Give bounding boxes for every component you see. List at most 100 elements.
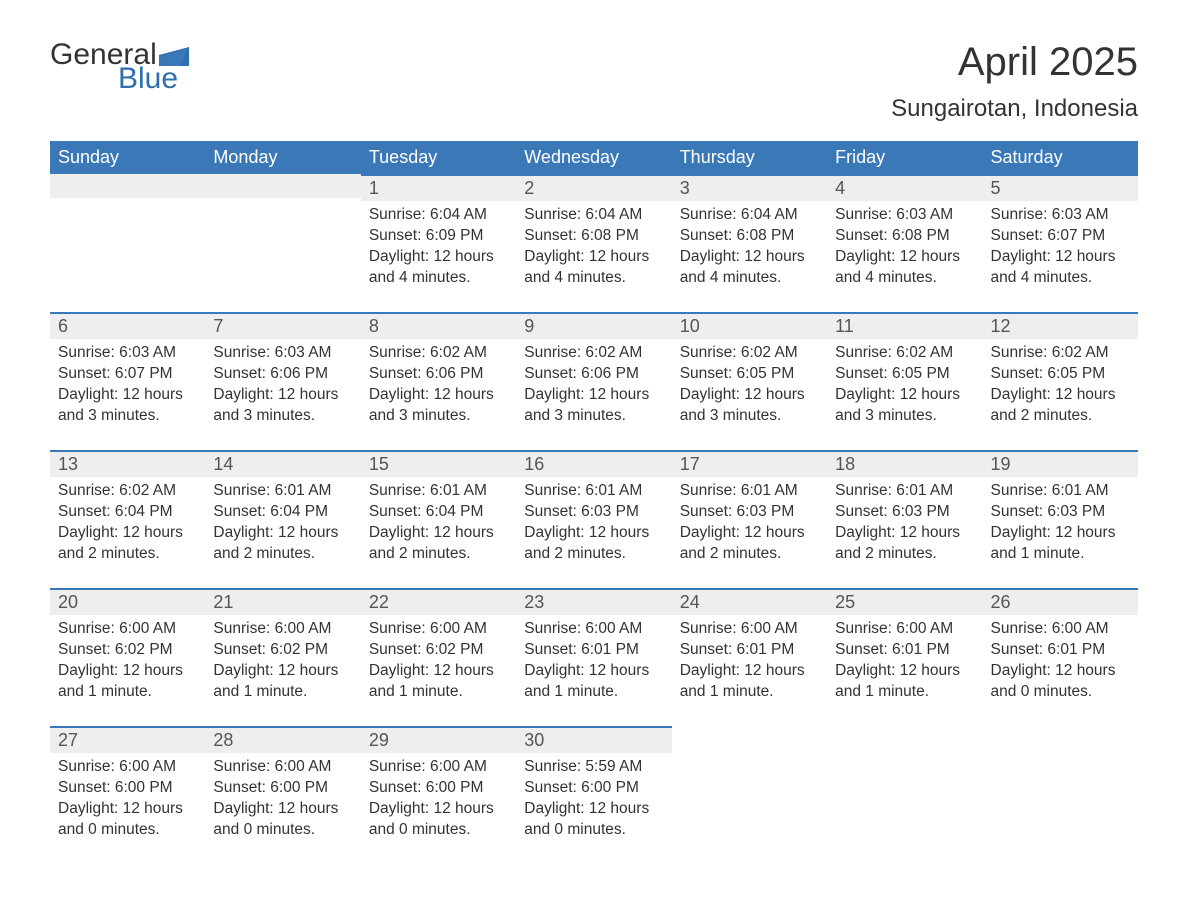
sunrise-line: Sunrise: 6:00 AM <box>213 757 352 778</box>
sunrise-line: Sunrise: 6:02 AM <box>58 481 197 502</box>
daylight-line1: Daylight: 12 hours <box>991 661 1130 682</box>
daylight-line2: and 1 minute. <box>213 682 352 703</box>
sunrise-line: Sunrise: 6:00 AM <box>991 619 1130 640</box>
day-content: Sunrise: 6:00 AMSunset: 6:00 PMDaylight:… <box>50 753 205 845</box>
daylight-line1: Daylight: 12 hours <box>991 523 1130 544</box>
sunrise-line: Sunrise: 6:01 AM <box>213 481 352 502</box>
calendar-cell: 21Sunrise: 6:00 AMSunset: 6:02 PMDayligh… <box>205 588 360 726</box>
calendar-cell: 24Sunrise: 6:00 AMSunset: 6:01 PMDayligh… <box>672 588 827 726</box>
day-content: Sunrise: 6:00 AMSunset: 6:01 PMDaylight:… <box>516 615 671 707</box>
day-number: 29 <box>361 726 516 753</box>
weekday-header: Sunday <box>50 141 205 174</box>
sunrise-line: Sunrise: 6:02 AM <box>524 343 663 364</box>
day-number: 15 <box>361 450 516 477</box>
sunset-line: Sunset: 6:03 PM <box>835 502 974 523</box>
sunset-line: Sunset: 6:04 PM <box>369 502 508 523</box>
daylight-line2: and 2 minutes. <box>680 544 819 565</box>
day-content: Sunrise: 6:02 AMSunset: 6:06 PMDaylight:… <box>361 339 516 431</box>
calendar-cell: 17Sunrise: 6:01 AMSunset: 6:03 PMDayligh… <box>672 450 827 588</box>
day-content: Sunrise: 6:02 AMSunset: 6:05 PMDaylight:… <box>983 339 1138 431</box>
brand-logo: General Blue <box>50 40 189 94</box>
sunset-line: Sunset: 6:04 PM <box>213 502 352 523</box>
sunrise-line: Sunrise: 6:00 AM <box>835 619 974 640</box>
day-number: 23 <box>516 588 671 615</box>
day-content: Sunrise: 6:01 AMSunset: 6:03 PMDaylight:… <box>983 477 1138 569</box>
sunset-line: Sunset: 6:02 PM <box>58 640 197 661</box>
calendar-cell <box>205 174 360 312</box>
sunrise-line: Sunrise: 6:00 AM <box>680 619 819 640</box>
daylight-line1: Daylight: 12 hours <box>58 799 197 820</box>
sunset-line: Sunset: 6:04 PM <box>58 502 197 523</box>
daylight-line1: Daylight: 12 hours <box>680 247 819 268</box>
day-content: Sunrise: 6:03 AMSunset: 6:08 PMDaylight:… <box>827 201 982 293</box>
daylight-line2: and 2 minutes. <box>213 544 352 565</box>
calendar-cell: 22Sunrise: 6:00 AMSunset: 6:02 PMDayligh… <box>361 588 516 726</box>
sunset-line: Sunset: 6:03 PM <box>680 502 819 523</box>
sunset-line: Sunset: 6:00 PM <box>524 778 663 799</box>
sunset-line: Sunset: 6:05 PM <box>991 364 1130 385</box>
calendar-cell: 26Sunrise: 6:00 AMSunset: 6:01 PMDayligh… <box>983 588 1138 726</box>
daylight-line1: Daylight: 12 hours <box>680 523 819 544</box>
calendar-cell: 25Sunrise: 6:00 AMSunset: 6:01 PMDayligh… <box>827 588 982 726</box>
daylight-line1: Daylight: 12 hours <box>524 385 663 406</box>
calendar-cell: 19Sunrise: 6:01 AMSunset: 6:03 PMDayligh… <box>983 450 1138 588</box>
day-content: Sunrise: 6:00 AMSunset: 6:02 PMDaylight:… <box>205 615 360 707</box>
empty-day-header <box>50 174 205 198</box>
sunset-line: Sunset: 6:02 PM <box>369 640 508 661</box>
daylight-line1: Daylight: 12 hours <box>213 385 352 406</box>
daylight-line2: and 0 minutes. <box>58 820 197 841</box>
day-number: 5 <box>983 174 1138 201</box>
daylight-line2: and 0 minutes. <box>524 820 663 841</box>
daylight-line2: and 0 minutes. <box>991 682 1130 703</box>
calendar-cell: 23Sunrise: 6:00 AMSunset: 6:01 PMDayligh… <box>516 588 671 726</box>
calendar-cell: 9Sunrise: 6:02 AMSunset: 6:06 PMDaylight… <box>516 312 671 450</box>
sunset-line: Sunset: 6:00 PM <box>369 778 508 799</box>
calendar-cell: 6Sunrise: 6:03 AMSunset: 6:07 PMDaylight… <box>50 312 205 450</box>
day-content: Sunrise: 6:01 AMSunset: 6:03 PMDaylight:… <box>827 477 982 569</box>
calendar-cell: 16Sunrise: 6:01 AMSunset: 6:03 PMDayligh… <box>516 450 671 588</box>
sunset-line: Sunset: 6:01 PM <box>680 640 819 661</box>
day-content: Sunrise: 6:04 AMSunset: 6:08 PMDaylight:… <box>672 201 827 293</box>
calendar-body: 1Sunrise: 6:04 AMSunset: 6:09 PMDaylight… <box>50 174 1138 864</box>
daylight-line1: Daylight: 12 hours <box>524 661 663 682</box>
calendar-cell: 13Sunrise: 6:02 AMSunset: 6:04 PMDayligh… <box>50 450 205 588</box>
sunset-line: Sunset: 6:06 PM <box>213 364 352 385</box>
daylight-line2: and 3 minutes. <box>524 406 663 427</box>
sunrise-line: Sunrise: 6:00 AM <box>524 619 663 640</box>
calendar-week-row: 1Sunrise: 6:04 AMSunset: 6:09 PMDaylight… <box>50 174 1138 312</box>
daylight-line2: and 0 minutes. <box>213 820 352 841</box>
daylight-line1: Daylight: 12 hours <box>369 661 508 682</box>
calendar-cell: 18Sunrise: 6:01 AMSunset: 6:03 PMDayligh… <box>827 450 982 588</box>
calendar-cell: 2Sunrise: 6:04 AMSunset: 6:08 PMDaylight… <box>516 174 671 312</box>
daylight-line1: Daylight: 12 hours <box>680 385 819 406</box>
day-number: 19 <box>983 450 1138 477</box>
sunset-line: Sunset: 6:06 PM <box>524 364 663 385</box>
day-content: Sunrise: 6:03 AMSunset: 6:07 PMDaylight:… <box>983 201 1138 293</box>
sunset-line: Sunset: 6:08 PM <box>835 226 974 247</box>
sunset-line: Sunset: 6:03 PM <box>991 502 1130 523</box>
sunrise-line: Sunrise: 6:02 AM <box>369 343 508 364</box>
day-content: Sunrise: 6:00 AMSunset: 6:02 PMDaylight:… <box>361 615 516 707</box>
daylight-line2: and 3 minutes. <box>369 406 508 427</box>
daylight-line1: Daylight: 12 hours <box>213 799 352 820</box>
calendar-table: Sunday Monday Tuesday Wednesday Thursday… <box>50 141 1138 864</box>
weekday-header-row: Sunday Monday Tuesday Wednesday Thursday… <box>50 141 1138 174</box>
day-content: Sunrise: 6:01 AMSunset: 6:04 PMDaylight:… <box>205 477 360 569</box>
calendar-cell: 29Sunrise: 6:00 AMSunset: 6:00 PMDayligh… <box>361 726 516 864</box>
sunrise-line: Sunrise: 6:03 AM <box>835 205 974 226</box>
day-number: 16 <box>516 450 671 477</box>
empty-day-header <box>205 174 360 198</box>
calendar-cell: 1Sunrise: 6:04 AMSunset: 6:09 PMDaylight… <box>361 174 516 312</box>
daylight-line2: and 1 minute. <box>58 682 197 703</box>
day-content: Sunrise: 6:03 AMSunset: 6:07 PMDaylight:… <box>50 339 205 431</box>
sunset-line: Sunset: 6:01 PM <box>835 640 974 661</box>
calendar-cell: 4Sunrise: 6:03 AMSunset: 6:08 PMDaylight… <box>827 174 982 312</box>
sunset-line: Sunset: 6:08 PM <box>524 226 663 247</box>
sunset-line: Sunset: 6:05 PM <box>835 364 974 385</box>
daylight-line2: and 3 minutes. <box>58 406 197 427</box>
daylight-line2: and 3 minutes. <box>680 406 819 427</box>
sunrise-line: Sunrise: 6:02 AM <box>835 343 974 364</box>
calendar-cell <box>50 174 205 312</box>
sunrise-line: Sunrise: 5:59 AM <box>524 757 663 778</box>
sunset-line: Sunset: 6:01 PM <box>991 640 1130 661</box>
